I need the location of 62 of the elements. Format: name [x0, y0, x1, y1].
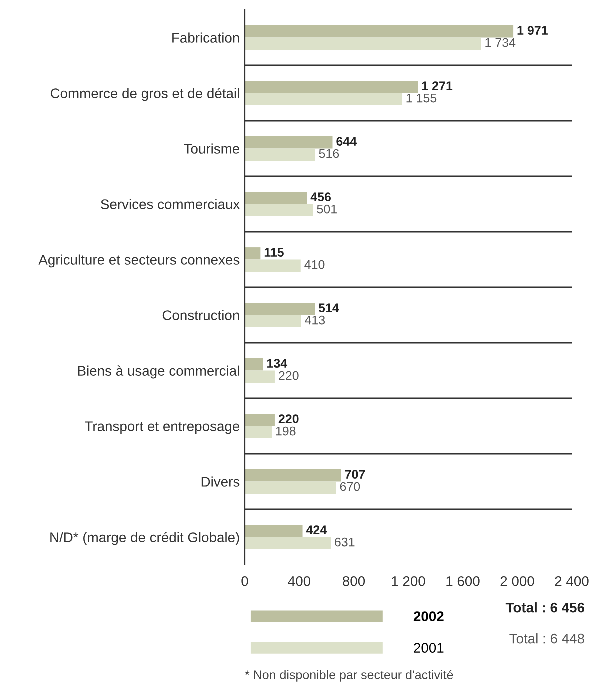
x-tick-label: 0	[242, 576, 248, 586]
data-label: 220	[278, 414, 299, 424]
bar	[245, 470, 342, 482]
bar	[245, 525, 303, 538]
bar	[245, 260, 301, 272]
bar	[245, 248, 261, 260]
data-label: 501	[317, 204, 337, 214]
bar	[245, 537, 331, 550]
bar	[245, 370, 275, 383]
data-label: 220	[279, 371, 299, 380]
data-label: 134	[268, 359, 288, 368]
data-label: 644	[336, 137, 358, 146]
data-label: 410	[304, 260, 325, 270]
data-label: 456	[310, 192, 332, 202]
text: 2002	[414, 612, 444, 622]
text: Total : 6 456	[506, 602, 585, 613]
text: * Non disponible par secteur d'activité	[245, 670, 454, 682]
bar	[245, 192, 308, 204]
data-label: 1 734	[486, 38, 516, 48]
data-label: 670	[340, 482, 360, 492]
bar	[245, 148, 316, 161]
bar	[245, 414, 275, 426]
y-tick-label: Transport et entreposage	[85, 422, 240, 434]
bar	[245, 136, 333, 149]
data-label: 707	[345, 470, 366, 479]
bar	[245, 358, 264, 371]
x-tick-label: 2 400	[555, 576, 589, 586]
data-label: 1 155	[406, 94, 437, 103]
x-tick-label: 1 200	[392, 576, 426, 586]
y-tick-label: Construction	[162, 310, 240, 320]
y-tick-label: Tourisme	[184, 144, 240, 154]
y-tick-label: Biens à usage commercial	[78, 366, 240, 379]
data-label: 413	[305, 316, 326, 325]
bar	[245, 38, 482, 50]
y-tick-label: Commerce de gros et de détail	[50, 88, 240, 102]
bar	[245, 426, 272, 438]
bar	[245, 315, 302, 328]
bar	[245, 81, 418, 94]
data-label: 516	[319, 149, 340, 158]
data-label: 514	[318, 304, 340, 312]
bar	[245, 93, 402, 106]
y-tick-label: Divers	[202, 476, 240, 487]
bar	[245, 482, 336, 494]
bar	[245, 303, 316, 316]
text: 2001	[414, 643, 444, 653]
data-label: 1 971	[518, 26, 548, 35]
text: Total : 6 448	[510, 634, 584, 644]
x-tick-label: 800	[343, 576, 366, 586]
y-tick-label: N/D* (marge de crédit Globale)	[50, 532, 240, 546]
x-tick-label: 400	[288, 576, 311, 586]
data-label: 631	[335, 538, 355, 547]
data-label: 424	[306, 526, 328, 534]
data-label: 115	[264, 248, 284, 257]
data-label: 198	[276, 426, 296, 436]
y-tick-label: Services commerciaux	[101, 199, 240, 210]
x-tick-label: 1 600	[446, 576, 480, 586]
data-label: 1 271	[422, 82, 453, 90]
y-tick-label: Fabrication	[172, 32, 240, 43]
bar	[245, 204, 314, 216]
bar	[245, 26, 514, 38]
y-tick-label: Agriculture et secteurs connexes	[38, 254, 240, 268]
x-tick-label: 2 000	[500, 576, 534, 586]
